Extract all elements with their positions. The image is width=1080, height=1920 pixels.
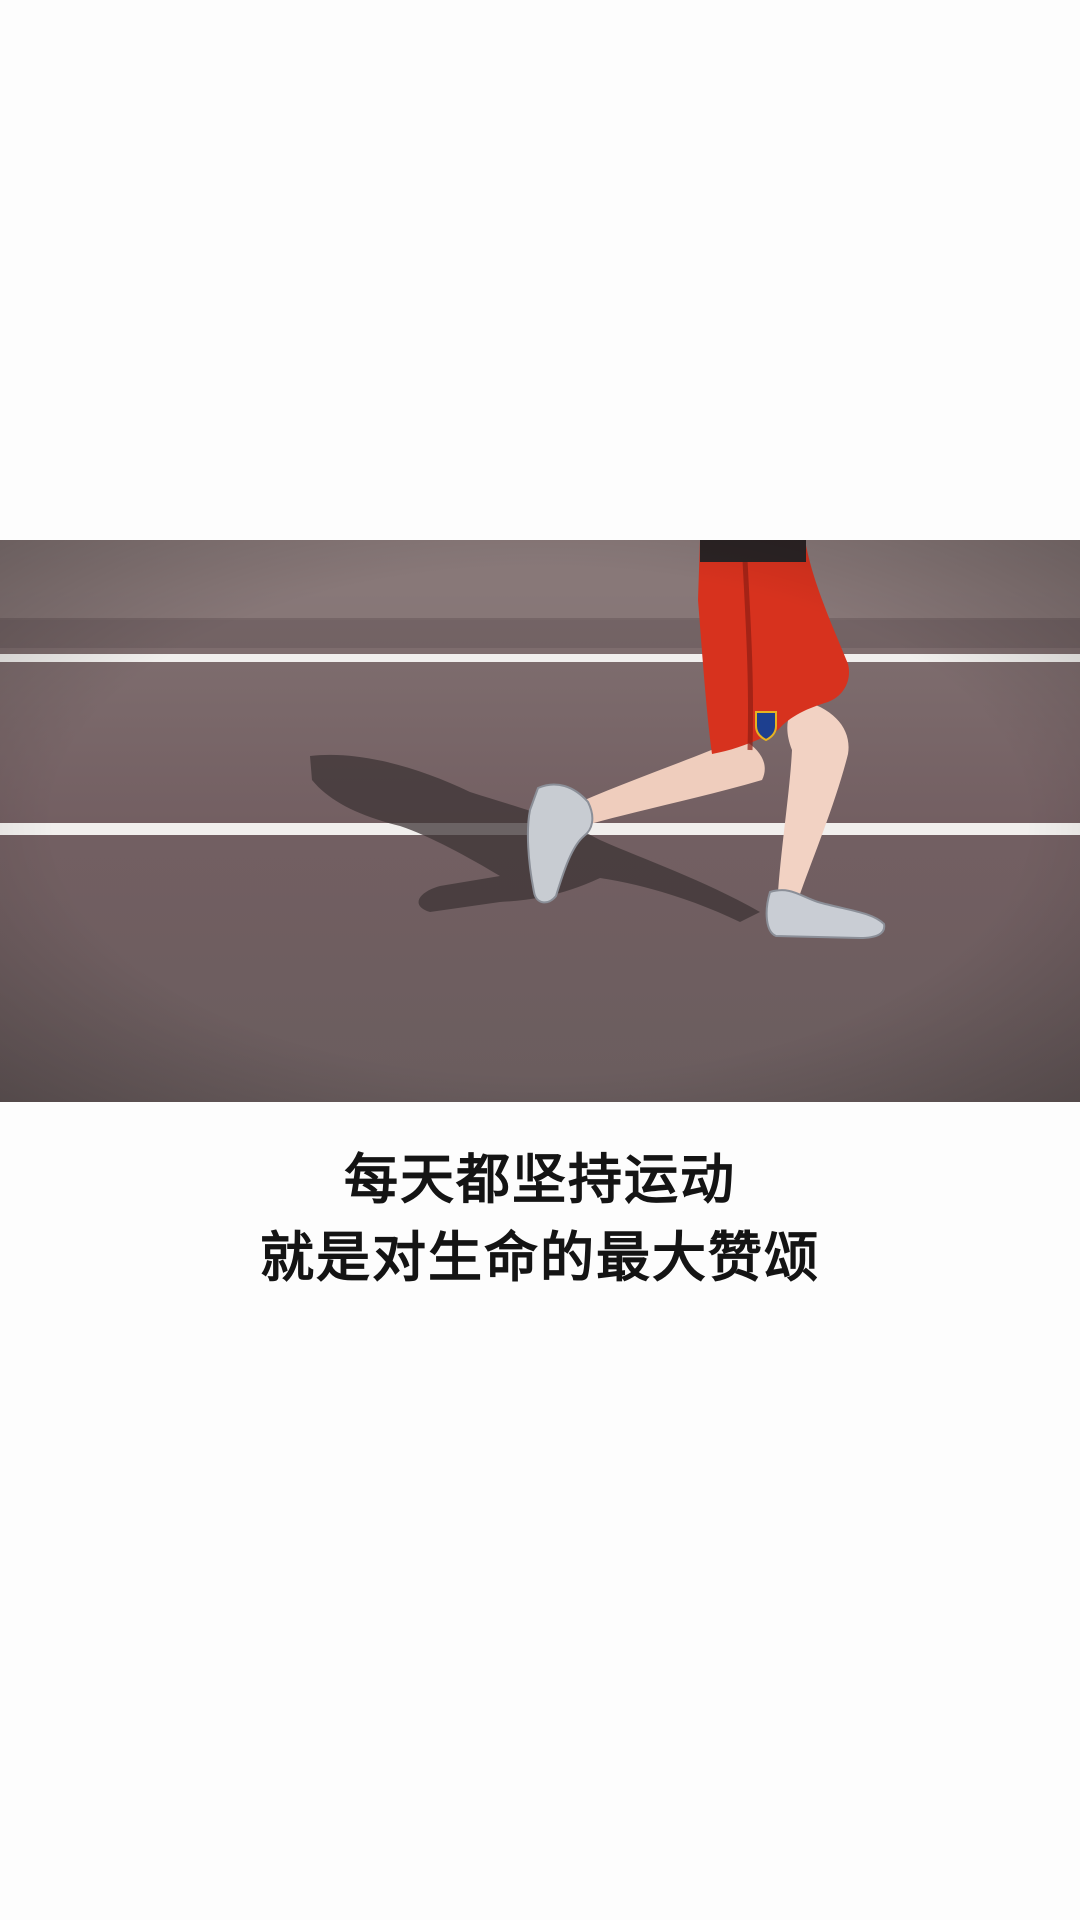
runner-illustration [0, 540, 1080, 1102]
caption-line-2: 就是对生命的最大赞颂 [260, 1225, 820, 1289]
caption-line-1: 每天都坚持运动 [344, 1147, 736, 1211]
photo-vignette [0, 540, 1080, 1102]
motivational-caption: 每天都坚持运动 就是对生命的最大赞颂 [0, 1140, 1080, 1296]
running-track-photo [0, 540, 1080, 1102]
